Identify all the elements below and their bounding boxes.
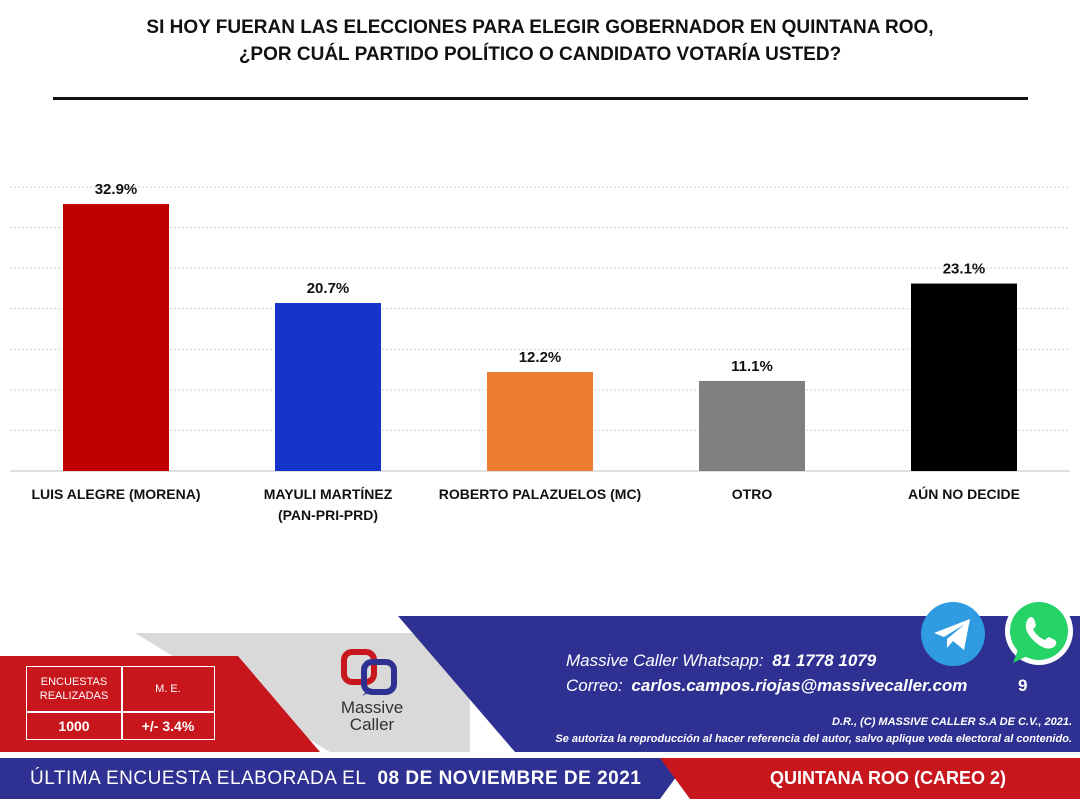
survey-info-table: ENCUESTAS REALIZADAS M. E. 1000 +/- 3.4% — [26, 666, 215, 740]
whatsapp-label: Massive Caller Whatsapp: — [566, 651, 764, 670]
surveys-header: ENCUESTAS REALIZADAS — [39, 676, 109, 702]
email-label: Correo: — [566, 676, 623, 695]
category-label-1-line-1: (PAN-PRI-PRD) — [278, 507, 378, 523]
page-number: 9 — [1018, 676, 1028, 695]
logo-text-caller: Caller — [349, 715, 395, 734]
data-label-4: 23.1% — [943, 261, 986, 278]
massive-caller-logo — [341, 649, 397, 696]
bar-3 — [699, 380, 805, 471]
title-divider — [53, 97, 1028, 100]
category-label-3-line-0: OTRO — [732, 486, 773, 502]
bar-1 — [275, 303, 381, 471]
last-survey-label: ÚLTIMA ENCUESTA ELABORADA EL — [30, 768, 366, 789]
chart-title: SI HOY FUERAN LAS ELECCIONES PARA ELEGIR… — [0, 14, 1080, 68]
data-label-1: 20.7% — [307, 280, 350, 297]
bar-0 — [63, 204, 169, 471]
email-address[interactable]: carlos.campos.riojas@massivecaller.com — [631, 676, 968, 695]
whatsapp-line: Massive Caller Whatsapp: 81 1778 1079 — [566, 651, 876, 671]
category-label-1-line-0: MAYULI MARTÍNEZ — [264, 486, 393, 502]
data-label-2: 12.2% — [519, 349, 562, 366]
title-line-2: ¿POR CUÁL PARTIDO POLÍTICO O CANDIDATO V… — [238, 44, 842, 65]
data-label-0: 32.9% — [95, 181, 138, 198]
whatsapp-number[interactable]: 81 1778 1079 — [772, 651, 877, 670]
margin-error-header: M. E. — [155, 683, 181, 695]
last-survey-line: ÚLTIMA ENCUESTA ELABORADA EL 08 DE NOVIE… — [30, 768, 641, 790]
last-survey-date: 08 DE NOVIEMBRE DE 2021 — [377, 768, 642, 789]
title-line-1: SI HOY FUERAN LAS ELECCIONES PARA ELEGIR… — [146, 17, 934, 38]
category-label-2-line-0: ROBERTO PALAZUELOS (MC) — [439, 486, 641, 502]
data-label-3: 11.1% — [731, 358, 773, 375]
disclaimer-text: Se autoriza la reproducción al hacer ref… — [555, 733, 1072, 745]
surveys-value: 1000 — [58, 718, 90, 734]
bar-chart: 32.9% LUIS ALEGRE (MORENA) 20.7% MAYULI MAR… — [10, 181, 1070, 523]
bar-4 — [911, 283, 1017, 471]
whatsapp-icon[interactable] — [1001, 597, 1079, 669]
logo-text-massive: Massive — [340, 698, 404, 717]
bar-2 — [487, 372, 593, 471]
email-line: Correo: carlos.campos.riojas@massivecall… — [566, 676, 967, 696]
telegram-icon[interactable] — [920, 601, 986, 667]
margin-error-value: +/- 3.4% — [141, 718, 195, 734]
category-label-4-line-0: AÚN NO DECIDE — [908, 485, 1020, 502]
region-label: QUINTANA ROO (CAREO 2) — [770, 768, 1006, 788]
copyright-text: D.R., (C) MASSIVE CALLER S.A DE C.V., 20… — [831, 716, 1072, 728]
category-label-0-line-0: LUIS ALEGRE (MORENA) — [31, 486, 200, 502]
